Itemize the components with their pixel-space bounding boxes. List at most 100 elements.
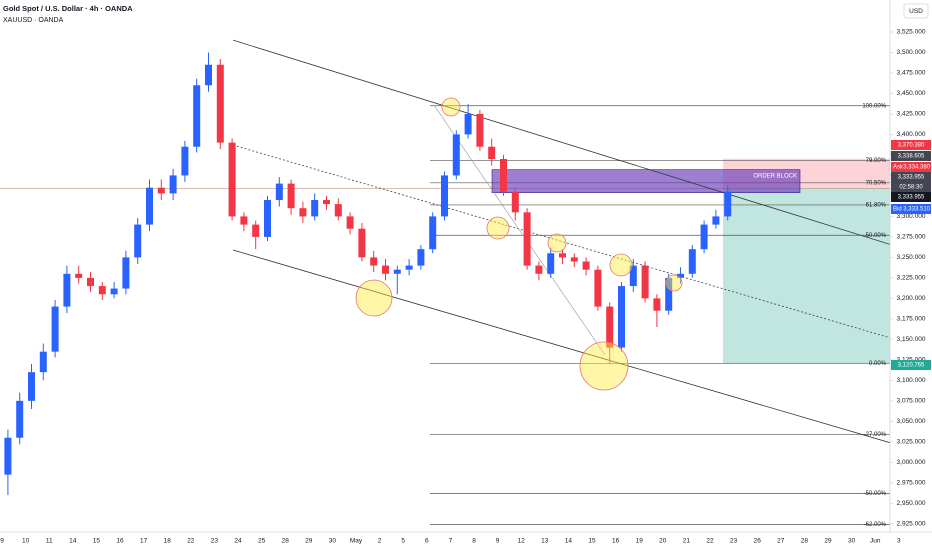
y-tick-label: 3,175.000 bbox=[897, 316, 926, 323]
y-tick-label: 2,975.000 bbox=[897, 480, 926, 487]
candle-body bbox=[193, 85, 201, 147]
candle-body bbox=[700, 224, 708, 250]
candle-body bbox=[39, 351, 47, 373]
candle-body bbox=[4, 437, 12, 475]
candle-body bbox=[216, 64, 224, 143]
candle-body bbox=[523, 212, 531, 266]
y-tick-label: 3,425.000 bbox=[897, 111, 926, 118]
y-tick-label: 3,200.000 bbox=[897, 295, 926, 302]
candle-body bbox=[98, 286, 106, 295]
x-tick-label: 12 bbox=[518, 538, 526, 545]
candle-body bbox=[63, 273, 71, 307]
y-tick-label: 2,950.000 bbox=[897, 500, 926, 507]
trendline bbox=[232, 39, 890, 245]
x-tick-label: 23 bbox=[211, 538, 219, 545]
currency-box[interactable] bbox=[903, 3, 929, 19]
candle-body bbox=[240, 216, 248, 225]
candle-body bbox=[87, 277, 94, 287]
y-tick-label: 3,475.000 bbox=[897, 70, 926, 77]
highlight bbox=[355, 279, 393, 317]
candle-body bbox=[228, 142, 236, 217]
x-tick-label: 29 bbox=[824, 538, 832, 545]
x-tick-label: May bbox=[350, 538, 363, 545]
price-tag bbox=[891, 162, 931, 172]
x-tick-label: 18 bbox=[164, 538, 172, 545]
candle-body bbox=[629, 265, 637, 287]
y-tick-label: 3,100.000 bbox=[897, 377, 926, 384]
x-tick-label: 7 bbox=[449, 538, 453, 545]
price-tag bbox=[891, 192, 931, 202]
x-tick-label: 25 bbox=[258, 538, 266, 545]
x-tick-label: 30 bbox=[848, 538, 856, 545]
currency: USD bbox=[909, 8, 923, 15]
candle-body bbox=[16, 400, 24, 438]
x-tick-label: 17 bbox=[140, 538, 148, 545]
candle-body bbox=[677, 273, 684, 278]
order-block bbox=[491, 169, 801, 193]
highlight bbox=[579, 341, 629, 391]
candle-body bbox=[712, 216, 720, 225]
candle-body bbox=[464, 113, 472, 135]
x-tick-label: 16 bbox=[612, 538, 620, 545]
x-tick-label: 14 bbox=[69, 538, 77, 545]
y-tick-label: 3,500.000 bbox=[897, 49, 926, 56]
price-tag bbox=[891, 182, 931, 192]
fib-label: 50.00% bbox=[866, 233, 887, 239]
candle-body bbox=[594, 269, 602, 307]
candle-body bbox=[264, 200, 271, 237]
x-tick-label: 11 bbox=[46, 538, 53, 545]
y-tick-label: 3,250.000 bbox=[897, 254, 926, 261]
plot-area bbox=[0, 39, 890, 525]
price-axis bbox=[890, 0, 932, 550]
fib-label: 79.00% bbox=[866, 158, 887, 164]
y-tick-label: 3,225.000 bbox=[897, 275, 926, 282]
x-tick-label: 24 bbox=[234, 538, 242, 545]
y-tick-label: 3,400.000 bbox=[897, 131, 926, 138]
candle-body bbox=[146, 187, 153, 225]
candle-body bbox=[606, 306, 614, 348]
candle-body bbox=[547, 253, 555, 274]
candle-body bbox=[641, 265, 649, 299]
candle-body bbox=[476, 113, 484, 147]
annotations bbox=[355, 97, 683, 391]
fib-label: -62.00% bbox=[864, 522, 887, 528]
fib-label: -50.00% bbox=[864, 491, 887, 497]
y-tick-label: 3,450.000 bbox=[897, 90, 926, 97]
y-tick-label: 3,275.000 bbox=[897, 234, 926, 241]
candle-body bbox=[51, 306, 59, 352]
candle-body bbox=[724, 191, 732, 217]
candle-body bbox=[275, 183, 283, 201]
x-tick-label: 28 bbox=[801, 538, 809, 545]
chart-title: Gold Spot / U.S. Dollar · 4h · OANDA bbox=[3, 4, 133, 13]
x-tick-label: 29 bbox=[305, 538, 313, 545]
x-tick-label: 9 bbox=[0, 538, 4, 545]
chart-subtitle: XAUUSD · OANDA bbox=[3, 17, 64, 24]
fib-label: 0.00% bbox=[869, 361, 887, 367]
x-tick-label: 15 bbox=[588, 538, 596, 545]
candle-body bbox=[417, 249, 425, 266]
candle-body bbox=[688, 249, 696, 274]
candle-body bbox=[570, 257, 578, 262]
candle-body bbox=[110, 288, 118, 295]
x-tick-label: 2 bbox=[378, 538, 382, 545]
candle-body bbox=[618, 286, 625, 348]
candle-body bbox=[429, 216, 437, 250]
x-tick-label: 16 bbox=[116, 538, 124, 545]
candle-body bbox=[323, 200, 330, 205]
fib-label: 61.80% bbox=[866, 203, 887, 209]
x-tick-label: 14 bbox=[565, 538, 573, 545]
x-tick-label: 20 bbox=[659, 538, 667, 545]
x-tick-label: 19 bbox=[636, 538, 644, 545]
candle-body bbox=[205, 64, 212, 86]
candle-body bbox=[287, 183, 295, 209]
candle-body bbox=[535, 265, 543, 274]
price-tag-label: 3,333.955 bbox=[898, 175, 925, 181]
candle-body bbox=[405, 265, 413, 270]
price-tag-prefix: Ask bbox=[893, 165, 904, 171]
candle-body bbox=[299, 208, 307, 217]
candle-body bbox=[134, 224, 142, 258]
price-tag-label: 3,370.380 bbox=[898, 143, 925, 149]
candle-body bbox=[653, 298, 661, 311]
fib-label: -27.00% bbox=[864, 432, 887, 438]
